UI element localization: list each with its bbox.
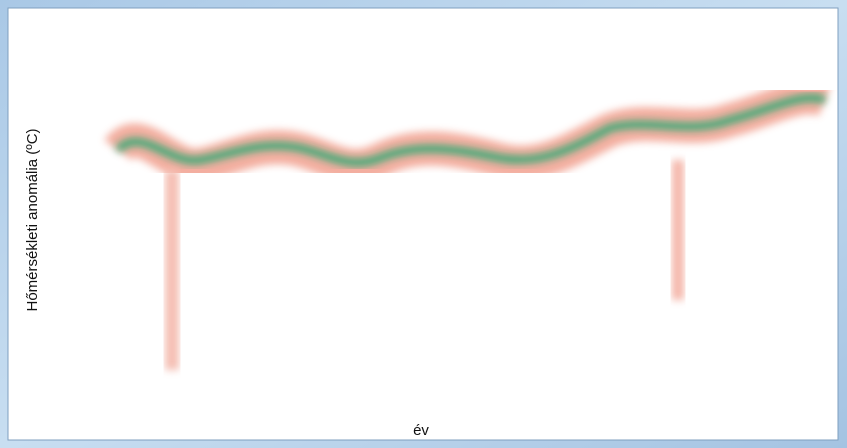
page: {"chart_data": {"type": "line", "x_label… xyxy=(0,0,847,448)
texture-streak xyxy=(672,160,684,300)
y-axis-label: Hőmérsékleti anomália (ºC) xyxy=(24,128,41,311)
chart-panel xyxy=(8,8,838,440)
chart: Hőmérsékleti anomália (ºC) év xyxy=(0,0,847,448)
texture-streak xyxy=(165,170,179,370)
x-axis-label: év xyxy=(413,422,429,439)
